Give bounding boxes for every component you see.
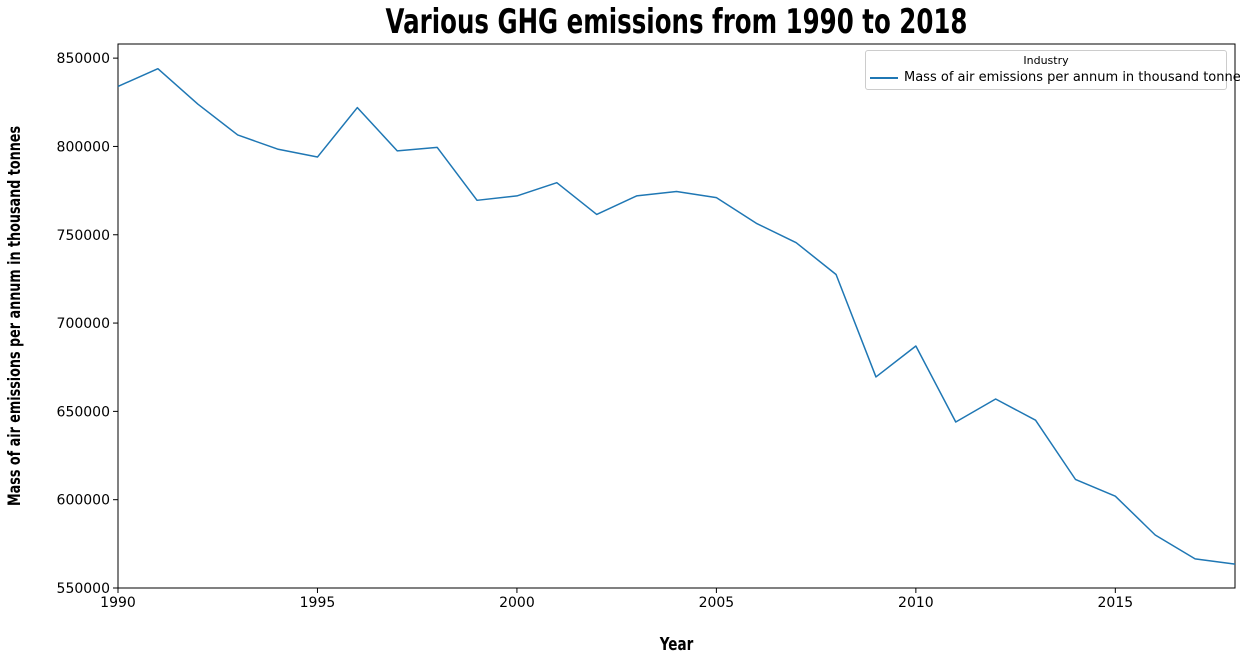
legend-entry: Mass of air emissions per annum in thous…	[904, 70, 1240, 85]
y-tick-label: 750000	[57, 228, 110, 244]
series-line	[117, 67, 1236, 565]
y-tick-label: 700000	[57, 316, 110, 332]
legend-title: Industry	[1023, 54, 1069, 67]
x-tick-label: 2010	[898, 595, 934, 611]
x-tick-label: 1990	[100, 595, 136, 611]
x-tick-label: 2015	[1098, 595, 1134, 611]
y-tick-label: 850000	[57, 51, 110, 67]
legend: Industry Mass of air emissions per annum…	[865, 50, 1240, 90]
y-tick-label: 800000	[57, 139, 110, 155]
axes-frame	[117, 43, 1236, 589]
y-tick-label: 600000	[57, 493, 110, 509]
x-axis-label: Year	[659, 634, 694, 655]
y-tick-label: 550000	[57, 581, 110, 597]
x-tick-label: 2005	[699, 595, 735, 611]
y-axis-label: Mass of air emissions per annum in thous…	[5, 125, 25, 507]
y-tick-label: 650000	[57, 404, 110, 420]
x-tick-label: 1995	[300, 595, 336, 611]
chart-title: Various GHG emissions from 1990 to 2018	[385, 2, 968, 42]
legend-swatch	[870, 77, 898, 79]
x-tick-label: 2000	[499, 595, 535, 611]
